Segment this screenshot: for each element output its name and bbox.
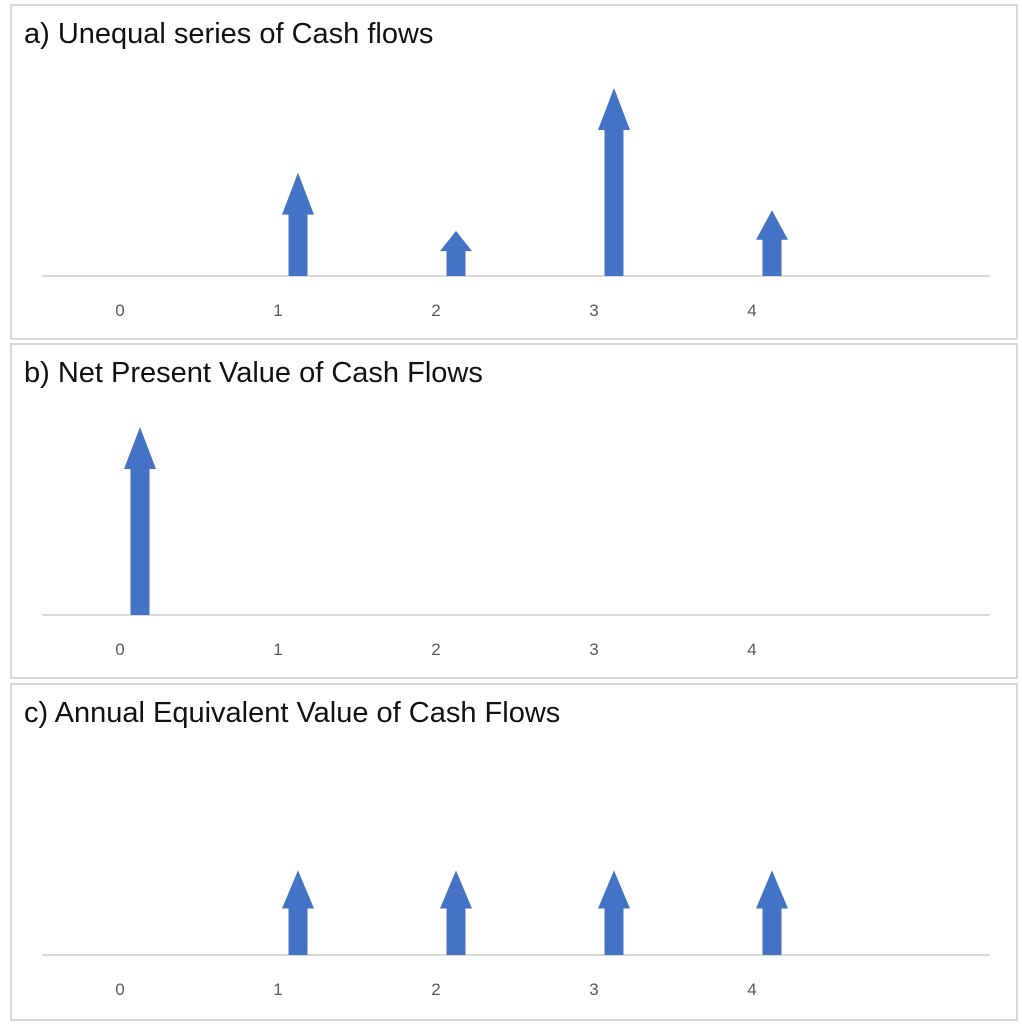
period-tick-label: 4 bbox=[747, 980, 756, 999]
cash-flow-diagram: 0 1 2 3 4 bbox=[42, 88, 990, 320]
period-tick-label: 1 bbox=[273, 640, 282, 659]
period-tick-label: 2 bbox=[431, 301, 440, 320]
cash-flow-diagram: 0 1 2 3 4 bbox=[42, 870, 990, 999]
period-tick-label: 1 bbox=[273, 301, 282, 320]
cash-flow-arrow-period-3 bbox=[598, 870, 630, 955]
period-tick-label: 0 bbox=[115, 980, 124, 999]
period-tick-label: 3 bbox=[589, 640, 598, 659]
cash-flow-arrow-period-2 bbox=[440, 870, 472, 955]
cash-flow-arrow-period-1 bbox=[282, 870, 314, 955]
panel-net-present-value: b) Net Present Value of Cash Flows 0 1 2 3 4 bbox=[10, 343, 1018, 679]
cash-flow-arrow-period-0 bbox=[124, 427, 156, 615]
panel-title: b) Net Present Value of Cash Flows bbox=[24, 357, 483, 389]
period-tick-label: 2 bbox=[431, 980, 440, 999]
period-tick-label: 0 bbox=[115, 301, 124, 320]
period-tick-label: 3 bbox=[589, 301, 598, 320]
panel-annual-equivalent-value: c) Annual Equivalent Value of Cash Flows… bbox=[10, 683, 1018, 1021]
panel-title: a) Unequal series of Cash flows bbox=[24, 18, 434, 50]
period-tick-label: 1 bbox=[273, 980, 282, 999]
period-tick-label: 3 bbox=[589, 980, 598, 999]
panel-unequal-cash-flows: a) Unequal series of Cash flows 0 1 2 3 4 bbox=[10, 4, 1018, 340]
period-tick-label: 0 bbox=[115, 640, 124, 659]
cash-flow-arrow-period-1 bbox=[282, 172, 314, 276]
cash-flow-arrow-period-2 bbox=[440, 230, 472, 276]
cash-flow-diagram: 0 1 2 3 4 bbox=[42, 427, 990, 659]
cash-flow-arrow-period-3 bbox=[598, 88, 630, 276]
panel-title: c) Annual Equivalent Value of Cash Flows bbox=[24, 697, 561, 729]
period-tick-label: 4 bbox=[747, 301, 756, 320]
cash-flow-arrow-period-4 bbox=[756, 210, 788, 276]
period-tick-label: 2 bbox=[431, 640, 440, 659]
period-tick-label: 4 bbox=[747, 640, 756, 659]
cash-flow-arrow-period-4 bbox=[756, 870, 788, 955]
